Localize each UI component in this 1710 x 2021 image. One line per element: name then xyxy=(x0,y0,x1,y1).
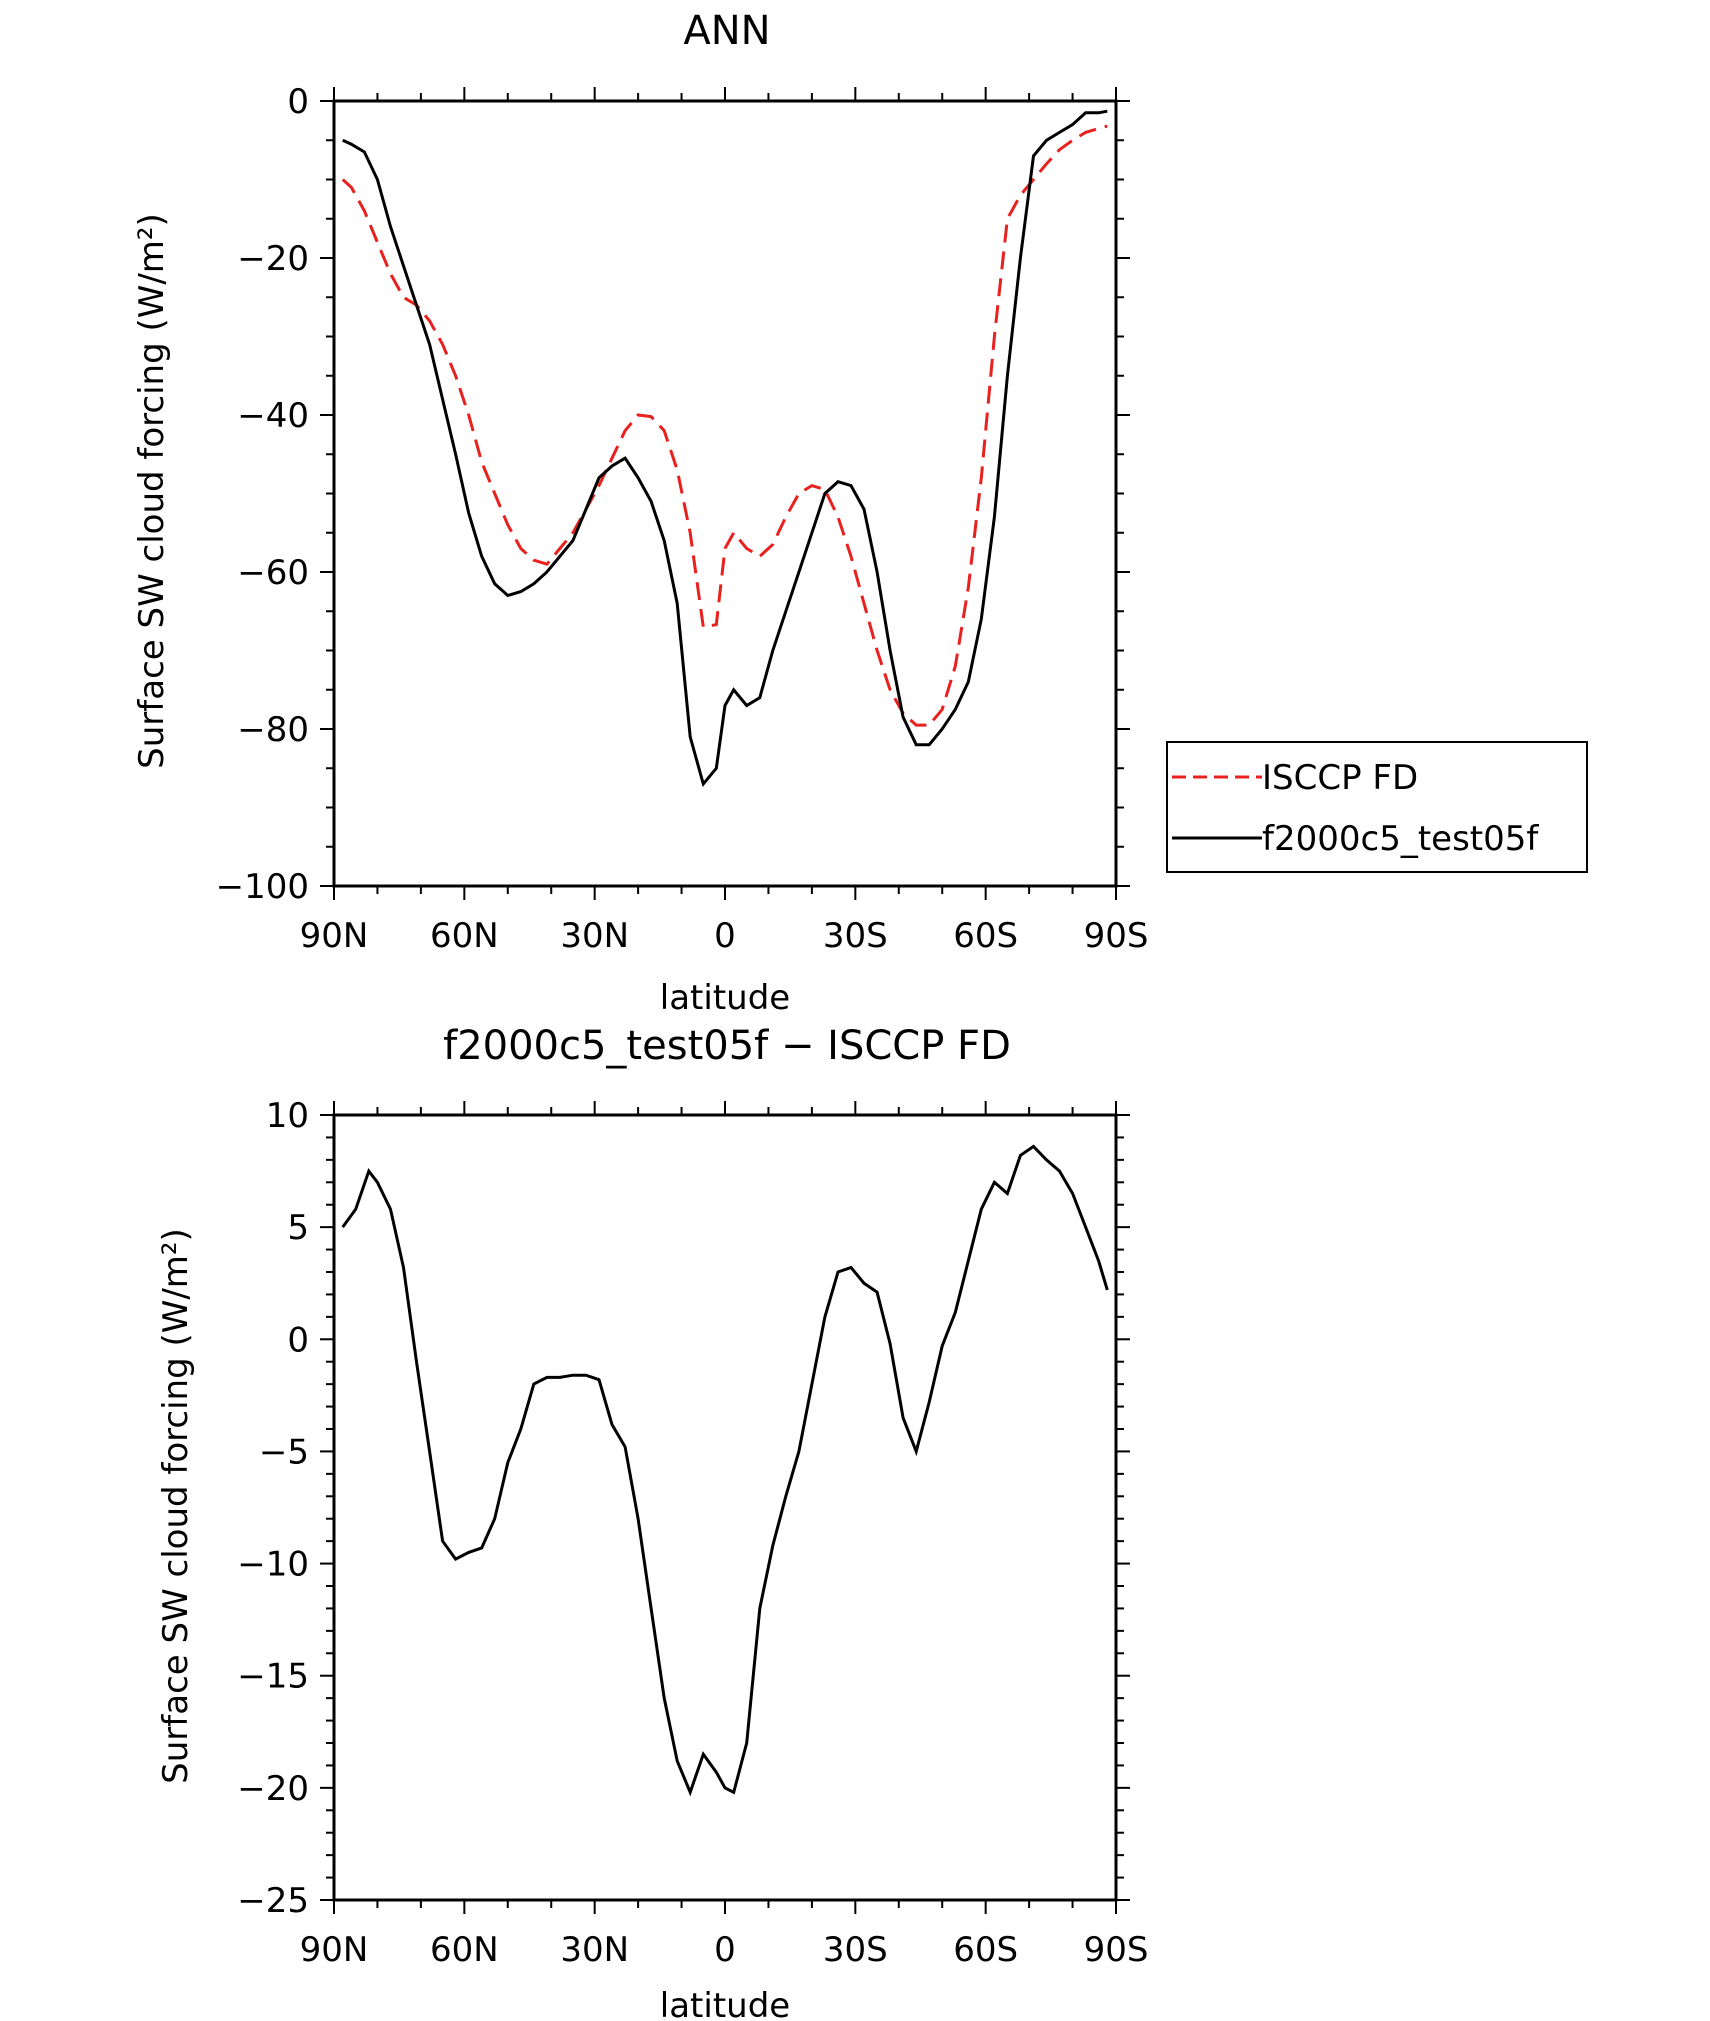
bottom-x-tick-label: 0 xyxy=(714,1930,736,1970)
bottom-x-tick-label: 30S xyxy=(823,1930,888,1970)
legend-label-f2000c5-test05f: f2000c5_test05f xyxy=(1262,819,1539,859)
bottom-y-tick-label: 10 xyxy=(266,1096,309,1136)
top-panel: ANN 90N 60N 30N 0 30S 60S 90S 0 −20 −40 … xyxy=(132,8,1588,1018)
legend: ISCCP FD f2000c5_test05f xyxy=(1166,741,1588,873)
top-y-tick-labels: 0 −20 −40 −60 −80 −100 xyxy=(216,82,309,907)
top-x-tick-label: 30S xyxy=(823,916,888,956)
top-y-tick-label: −60 xyxy=(237,553,309,593)
bottom-y-tick-label: −20 xyxy=(237,1769,309,1809)
bottom-x-axis-label: latitude xyxy=(660,1986,790,2021)
bottom-x-tick-labels: 90N 60N 30N 0 30S 60S 90S xyxy=(300,1930,1149,1970)
bottom-x-tick-label: 30N xyxy=(560,1930,629,1970)
top-tick-marks xyxy=(320,87,1130,900)
bottom-y-tick-label: 5 xyxy=(287,1208,309,1248)
bottom-panel: f2000c5_test05f − ISCCP FD 90N 60N 30N 0… xyxy=(156,1023,1148,2021)
series-line-f2000c5-test05f xyxy=(342,109,1108,788)
bottom-y-tick-label: −15 xyxy=(237,1657,309,1697)
bottom-x-tick-label: 60N xyxy=(430,1930,499,1970)
bottom-x-tick-label: 90N xyxy=(300,1930,369,1970)
bottom-x-tick-label: 90S xyxy=(1084,1930,1149,1970)
top-y-axis-label: Surface SW cloud forcing (W/m²) xyxy=(132,213,172,769)
series-line-isccp-fd xyxy=(341,124,1108,727)
bottom-y-tick-label: −10 xyxy=(237,1545,309,1585)
bottom-x-tick-label: 60S xyxy=(953,1930,1018,1970)
top-x-tick-label: 90N xyxy=(300,916,369,956)
bottom-tick-marks xyxy=(320,1101,1130,1914)
legend-box xyxy=(1166,741,1588,873)
top-x-tick-label: 90S xyxy=(1084,916,1149,956)
top-y-tick-label: −20 xyxy=(237,239,309,279)
top-x-tick-label: 60S xyxy=(953,916,1018,956)
top-x-tick-labels: 90N 60N 30N 0 30S 60S 90S xyxy=(300,916,1149,956)
top-x-axis-label: latitude xyxy=(660,978,790,1018)
bottom-y-tick-labels: 10 5 0 −5 −10 −15 −20 −25 xyxy=(237,1096,309,1921)
bottom-y-tick-label: −25 xyxy=(237,1881,309,1921)
top-plot-frame xyxy=(332,99,1118,888)
bottom-plot-frame xyxy=(332,1113,1118,1902)
top-y-tick-label: −40 xyxy=(237,396,309,436)
bottom-y-tick-label: −5 xyxy=(259,1432,309,1472)
legend-label-isccp-fd: ISCCP FD xyxy=(1262,758,1418,798)
top-chart-title: ANN xyxy=(683,8,770,54)
top-x-tick-label: 0 xyxy=(714,916,736,956)
top-y-tick-label: 0 xyxy=(287,82,309,122)
top-y-tick-label: −100 xyxy=(216,867,309,907)
bottom-y-axis-label: Surface SW cloud forcing (W/m²) xyxy=(156,1228,196,1784)
top-y-tick-label: −80 xyxy=(237,710,309,750)
bottom-y-tick-label: 0 xyxy=(287,1320,309,1360)
top-x-tick-label: 60N xyxy=(430,916,499,956)
bottom-chart-title: f2000c5_test05f − ISCCP FD xyxy=(443,1023,1011,1069)
series-line-difference xyxy=(341,1144,1109,1797)
top-x-tick-label: 30N xyxy=(560,916,629,956)
